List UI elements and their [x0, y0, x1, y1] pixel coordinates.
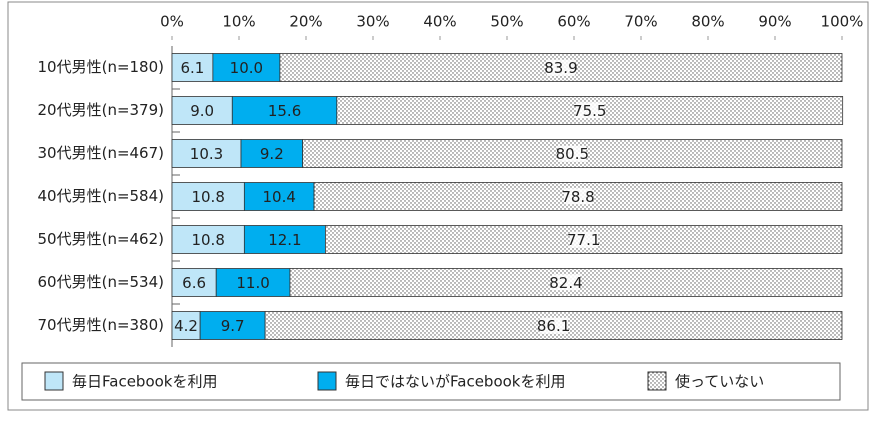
category-label: 50代男性(n=462) [38, 230, 165, 248]
data-label: 10.3 [190, 145, 223, 163]
bar-segment [289, 268, 843, 297]
label-bg [539, 317, 568, 334]
x-tick-label: 40% [423, 13, 456, 31]
bar-segment [212, 53, 281, 82]
label-bg [564, 188, 593, 205]
bar-segment [215, 268, 291, 297]
data-label: 10.4 [262, 188, 295, 206]
legend-label: 毎日Facebookを利用 [72, 373, 217, 391]
data-label: 10.8 [191, 188, 224, 206]
data-label: 83.9 [544, 59, 577, 77]
x-tick-label: 20% [289, 13, 322, 31]
label-bg [569, 231, 598, 248]
bar-segment [199, 311, 266, 340]
x-tick-label: 30% [356, 13, 389, 31]
data-label: 9.7 [221, 317, 245, 335]
bar-segment [171, 268, 217, 297]
legend-box [21, 362, 841, 401]
data-label: 9.0 [190, 102, 214, 120]
legend-label: 毎日ではないがFacebookを利用 [345, 373, 565, 391]
label-bg [558, 145, 587, 162]
bar-segment [171, 139, 242, 168]
data-label: 86.1 [537, 317, 570, 335]
category-label: 20代男性(n=379) [38, 101, 165, 119]
category-label: 40代男性(n=584) [38, 187, 165, 205]
frame [7, 1, 869, 411]
bar-segment [243, 225, 326, 254]
label-bg [575, 102, 604, 119]
x-tick-label: 0% [160, 13, 184, 31]
data-label: 82.4 [549, 274, 582, 292]
x-tick-label: 60% [557, 13, 590, 31]
data-label: 80.5 [556, 145, 589, 163]
x-tick-label: 70% [624, 13, 657, 31]
data-label: 9.2 [260, 145, 284, 163]
data-label: 75.5 [573, 102, 606, 120]
data-label: 15.6 [268, 102, 301, 120]
bar-segment [171, 53, 214, 82]
data-label: 4.2 [174, 317, 198, 335]
category-label: 60代男性(n=534) [38, 273, 165, 291]
bar-segment [231, 96, 338, 125]
category-label: 30代男性(n=467) [38, 144, 165, 162]
bar-segment [171, 225, 245, 254]
data-label: 12.1 [268, 231, 301, 249]
x-tick-label: 90% [758, 13, 791, 31]
data-label: 10.8 [191, 231, 224, 249]
legend-label: 使っていない [675, 373, 764, 391]
label-bg [551, 274, 580, 291]
data-label: 77.1 [567, 231, 600, 249]
legend-swatch [647, 371, 667, 391]
data-label: 6.1 [181, 59, 205, 77]
bar-segment [171, 182, 245, 211]
data-label: 78.8 [561, 188, 594, 206]
category-label: 10代男性(n=180) [38, 58, 165, 76]
x-tick-label: 100% [821, 13, 864, 31]
bar-segment [313, 182, 843, 211]
legend-swatch [44, 371, 64, 391]
data-label: 11.0 [236, 274, 269, 292]
x-tick-label: 50% [490, 13, 523, 31]
data-label: 6.6 [182, 274, 206, 292]
legend-swatch [317, 371, 337, 391]
label-bg [546, 59, 575, 76]
bar-segment [240, 139, 304, 168]
x-tick-label: 10% [222, 13, 255, 31]
data-label: 10.0 [230, 59, 263, 77]
x-tick-label: 80% [691, 13, 724, 31]
category-label: 70代男性(n=380) [38, 316, 165, 334]
